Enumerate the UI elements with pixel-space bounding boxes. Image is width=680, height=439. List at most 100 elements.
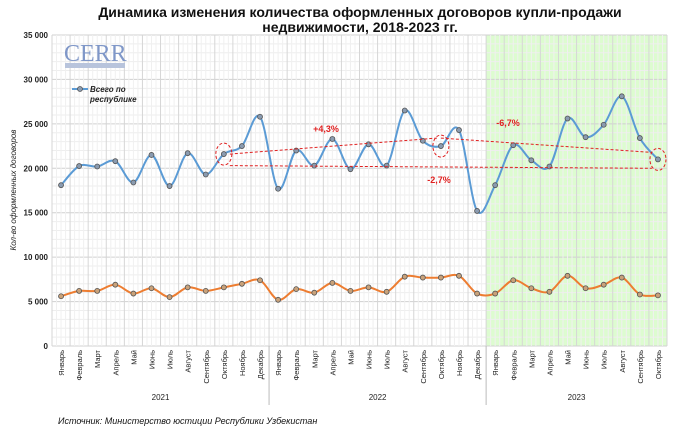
y-tick-label: 35 000	[24, 31, 49, 40]
data-point	[347, 166, 354, 173]
y-tick-label: 25 000	[24, 120, 49, 129]
x-tick-label: Март	[310, 349, 319, 368]
data-point	[58, 182, 64, 189]
x-tick-label: Апрель	[328, 350, 337, 376]
data-point	[311, 289, 318, 296]
data-point	[94, 288, 101, 294]
x-tick-label: Март	[93, 349, 102, 368]
x-tick-label: Февраль	[509, 350, 518, 381]
data-point	[618, 274, 625, 281]
data-point	[582, 285, 589, 292]
year-label: 2022	[369, 393, 387, 402]
data-point	[257, 277, 263, 284]
data-point	[202, 171, 209, 178]
data-point	[184, 284, 191, 291]
annotation-label: -6,7%	[496, 118, 520, 128]
data-point	[474, 208, 480, 214]
y-tick-label: 20 000	[24, 164, 49, 173]
data-point	[184, 150, 191, 157]
x-tick-label: Май	[564, 350, 573, 365]
legend-label: республике	[89, 95, 137, 104]
data-point	[329, 280, 336, 286]
source-note: Источник: Министерство юстиции Республик…	[58, 416, 318, 426]
legend-marker	[77, 86, 83, 92]
data-point	[401, 107, 408, 114]
data-point	[329, 136, 336, 142]
x-tick-label: Сентябрь	[202, 350, 211, 384]
x-tick-label: Август	[401, 349, 410, 372]
data-point	[546, 288, 553, 295]
x-tick-label: Октябрь	[220, 350, 229, 379]
data-point	[401, 273, 408, 280]
year-label: 2021	[152, 393, 170, 402]
data-point	[437, 274, 444, 281]
data-point	[275, 185, 282, 192]
x-tick-label: Июнь	[582, 350, 591, 369]
data-point	[239, 143, 245, 149]
data-point	[618, 93, 625, 100]
y-axis-label: Кол-во оформленных договоров	[9, 130, 18, 251]
logo-subtext	[65, 63, 125, 68]
data-point	[148, 152, 155, 158]
x-tick-label: Февраль	[75, 350, 84, 381]
x-tick-label: Март	[527, 349, 536, 368]
data-point	[655, 156, 661, 163]
data-point	[202, 288, 209, 294]
x-tick-label: Ноябрь	[455, 350, 464, 376]
annotation-label: +4,3%	[313, 124, 339, 134]
data-point	[58, 293, 64, 300]
data-point	[293, 286, 300, 293]
x-tick-label: Октябрь	[437, 350, 446, 379]
data-point	[528, 285, 535, 292]
data-point	[546, 163, 553, 170]
x-tick-label: Декабрь	[256, 350, 265, 379]
x-tick-label: Сентябрь	[419, 350, 428, 384]
series-line	[60, 273, 659, 301]
data-point	[166, 183, 173, 189]
data-point	[365, 141, 372, 148]
data-point	[528, 157, 535, 164]
data-point	[94, 163, 101, 170]
data-point	[492, 182, 499, 189]
data-point	[564, 115, 571, 122]
data-point	[76, 163, 83, 169]
x-tick-label: Июль	[383, 350, 392, 369]
annotation-label: -2,7%	[427, 175, 451, 185]
highlight-circle	[432, 134, 450, 158]
x-tick-label: Декабрь	[473, 350, 482, 379]
data-point	[492, 290, 499, 297]
x-tick-label: Июль	[166, 350, 175, 369]
y-tick-label: 10 000	[24, 253, 49, 262]
data-point	[220, 151, 227, 157]
data-point	[365, 284, 372, 291]
data-point	[112, 158, 119, 165]
data-point	[655, 292, 661, 299]
trend-arrow	[440, 137, 652, 153]
data-point	[456, 127, 462, 133]
x-tick-label: Август	[618, 349, 627, 372]
x-tick-label: Май	[346, 350, 355, 365]
y-tick-label: 15 000	[24, 209, 49, 218]
data-point	[564, 272, 571, 279]
x-tick-label: Июнь	[147, 350, 156, 369]
data-point	[474, 290, 480, 297]
highlight-circle	[649, 147, 667, 171]
x-tick-label: Апрель	[545, 350, 554, 376]
data-point	[220, 284, 227, 291]
x-tick-label: Август	[184, 349, 193, 372]
x-tick-label: Январь	[57, 350, 66, 376]
y-tick-label: 30 000	[24, 75, 49, 84]
data-point	[166, 294, 173, 301]
data-point	[257, 113, 263, 120]
highlight-circle	[215, 142, 233, 166]
data-point	[76, 288, 83, 294]
year-label: 2023	[568, 393, 586, 402]
x-tick-label: Октябрь	[654, 350, 663, 379]
data-point	[582, 134, 589, 141]
data-point	[311, 162, 318, 169]
x-tick-label: Февраль	[292, 350, 301, 381]
x-tick-label: Январь	[491, 350, 500, 376]
data-point	[383, 288, 390, 295]
x-tick-label: Июнь	[365, 350, 374, 369]
